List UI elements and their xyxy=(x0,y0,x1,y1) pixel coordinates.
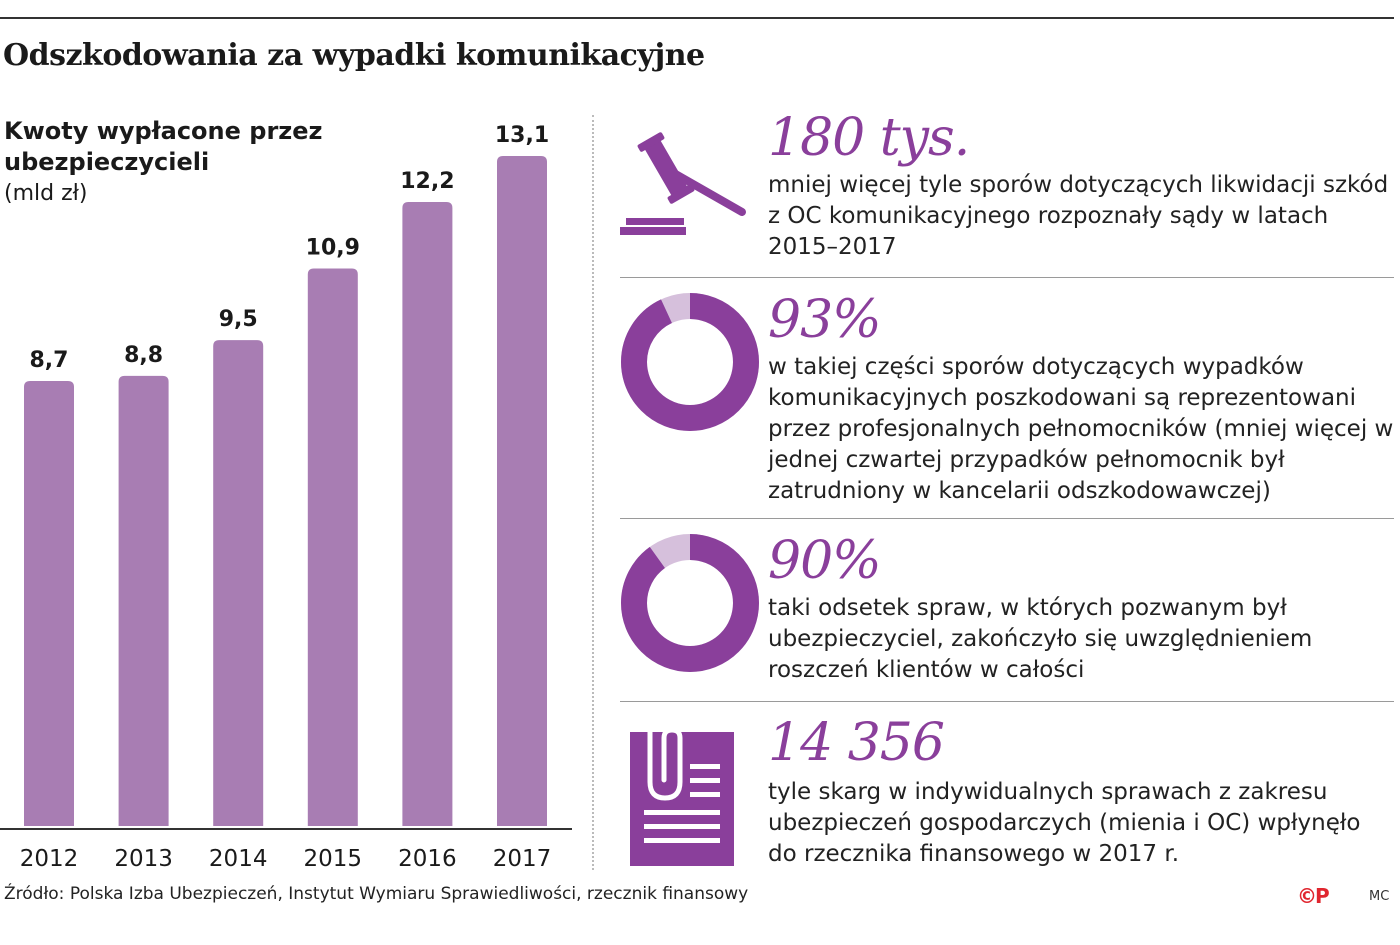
chart-subtitle: Kwoty wypłacone przez ubezpieczycieli (m… xyxy=(4,116,364,209)
fact-separator xyxy=(620,277,1394,278)
top-rule xyxy=(0,17,1394,19)
page-title: Odszkodowania za wypadki komunikacyjne xyxy=(3,38,705,73)
vertical-divider xyxy=(592,115,594,870)
bar-2013 xyxy=(118,375,169,826)
bar-chart: 8,7 2012 8,8 2013 9,5 2014 10,9 2015 12,2 2016 13,… xyxy=(0,123,572,872)
chart-subtitle-main: Kwoty wypłacone przez ubezpieczycieli xyxy=(4,117,323,176)
bar-2012 xyxy=(24,381,74,826)
publisher-logo: ©P xyxy=(1297,884,1330,908)
fact-panel-court-cases: 180 tys. mniej więcej tyle sporów dotycz… xyxy=(620,110,1394,275)
bar-2015 xyxy=(307,268,358,826)
fact-description: tyle skarg w indywidualnych sprawach z z… xyxy=(768,779,1361,867)
fact-stat: 180 tys. xyxy=(768,108,970,168)
author-initials: MC xyxy=(1369,889,1390,904)
document-clip-icon xyxy=(630,723,734,866)
fact-description: w takiej części sporów dotyczących wypad… xyxy=(768,354,1394,504)
value-label: 10,9 xyxy=(306,236,360,261)
value-label: 12,2 xyxy=(400,169,454,194)
source-note: Źródło: Polska Izba Ubezpieczeń, Instytu… xyxy=(4,884,749,904)
fact-description: taki odsetek spraw, w których pozwanym b… xyxy=(768,595,1313,683)
donut-share xyxy=(621,293,759,431)
x-tick-label: 2013 xyxy=(114,846,173,872)
fact-panel-complaints: 14 356 tyle skarg w indywidualnych spraw… xyxy=(620,715,1394,875)
bar-2016 xyxy=(402,202,453,827)
value-label: 13,1 xyxy=(495,123,549,148)
fact-separator xyxy=(620,701,1394,702)
x-tick-label: 2012 xyxy=(20,846,79,872)
donut-90-icon xyxy=(621,534,759,672)
fact-stat: 14 356 xyxy=(768,713,945,773)
fact-description: mniej więcej tyle sporów dotyczących lik… xyxy=(768,172,1389,260)
fact-panel-claims-upheld: 90% taki odsetek spraw, w których pozwan… xyxy=(620,533,1394,693)
bar-2014 xyxy=(213,340,264,826)
bar-2017 xyxy=(497,156,547,826)
x-tick-label: 2015 xyxy=(304,846,363,872)
fact-stat: 93% xyxy=(768,290,882,350)
fact-separator xyxy=(620,518,1394,519)
fact-stat: 90% xyxy=(768,531,882,591)
chart-unit: (mld zł) xyxy=(4,181,88,206)
gavel-icon xyxy=(620,132,746,235)
x-tick-label: 2014 xyxy=(209,846,268,872)
value-label: 9,5 xyxy=(219,307,258,332)
value-label: 8,8 xyxy=(124,343,163,368)
donut-93-icon xyxy=(621,293,759,431)
fact-panel-representation: 93% w takiej części sporów dotyczących w… xyxy=(620,292,1394,512)
x-tick-label: 2016 xyxy=(398,846,457,872)
x-tick-label: 2017 xyxy=(493,846,552,872)
value-label: 8,7 xyxy=(30,348,69,373)
donut-share xyxy=(621,534,759,672)
